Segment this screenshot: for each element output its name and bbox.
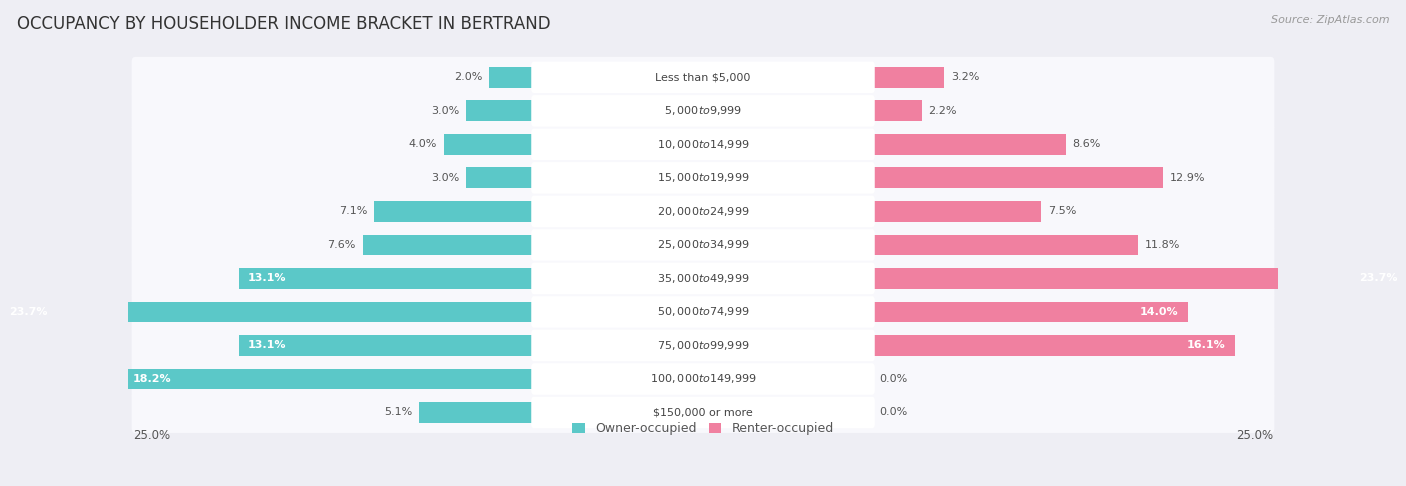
FancyBboxPatch shape [132, 191, 1274, 232]
Text: 11.8%: 11.8% [1144, 240, 1180, 250]
FancyBboxPatch shape [132, 124, 1274, 165]
Bar [872, 301, 1188, 322]
Text: $75,000 to $99,999: $75,000 to $99,999 [657, 339, 749, 352]
Text: 0.0%: 0.0% [879, 407, 907, 417]
FancyBboxPatch shape [132, 57, 1274, 98]
Bar [872, 235, 1137, 255]
FancyBboxPatch shape [531, 397, 875, 428]
Text: 13.1%: 13.1% [247, 274, 287, 283]
Text: $35,000 to $49,999: $35,000 to $49,999 [657, 272, 749, 285]
FancyBboxPatch shape [531, 262, 875, 294]
Text: 12.9%: 12.9% [1170, 173, 1205, 183]
Text: 5.1%: 5.1% [384, 407, 412, 417]
Bar [467, 101, 534, 121]
FancyBboxPatch shape [531, 162, 875, 193]
Text: Source: ZipAtlas.com: Source: ZipAtlas.com [1271, 15, 1389, 25]
Bar [0, 301, 534, 322]
Text: 0.0%: 0.0% [879, 374, 907, 384]
FancyBboxPatch shape [132, 225, 1274, 265]
FancyBboxPatch shape [531, 330, 875, 361]
Bar [239, 268, 534, 289]
FancyBboxPatch shape [132, 392, 1274, 433]
FancyBboxPatch shape [531, 129, 875, 160]
FancyBboxPatch shape [531, 95, 875, 127]
FancyBboxPatch shape [132, 359, 1274, 399]
Text: $15,000 to $19,999: $15,000 to $19,999 [657, 172, 749, 184]
Text: 8.6%: 8.6% [1073, 139, 1101, 149]
Text: $50,000 to $74,999: $50,000 to $74,999 [657, 305, 749, 318]
Text: 4.0%: 4.0% [409, 139, 437, 149]
Bar [872, 268, 1406, 289]
Bar [363, 235, 534, 255]
Bar [374, 201, 534, 222]
Bar [124, 368, 534, 389]
Text: $100,000 to $149,999: $100,000 to $149,999 [650, 372, 756, 385]
Text: 14.0%: 14.0% [1140, 307, 1178, 317]
Text: 2.2%: 2.2% [928, 106, 957, 116]
Text: $150,000 or more: $150,000 or more [654, 407, 752, 417]
FancyBboxPatch shape [132, 292, 1274, 332]
FancyBboxPatch shape [531, 363, 875, 395]
Text: 7.6%: 7.6% [328, 240, 356, 250]
Bar [239, 335, 534, 356]
Legend: Owner-occupied, Renter-occupied: Owner-occupied, Renter-occupied [572, 422, 834, 435]
Bar [489, 67, 534, 88]
Text: 25.0%: 25.0% [132, 429, 170, 442]
Text: 2.0%: 2.0% [454, 72, 482, 82]
FancyBboxPatch shape [531, 196, 875, 227]
Bar [467, 168, 534, 188]
Bar [872, 201, 1040, 222]
Text: 7.5%: 7.5% [1047, 207, 1076, 216]
Text: $5,000 to $9,999: $5,000 to $9,999 [664, 104, 742, 117]
Text: 13.1%: 13.1% [247, 341, 287, 350]
FancyBboxPatch shape [531, 62, 875, 93]
Text: 3.0%: 3.0% [432, 106, 460, 116]
Text: 23.7%: 23.7% [8, 307, 48, 317]
FancyBboxPatch shape [132, 157, 1274, 198]
Bar [872, 168, 1163, 188]
Text: 25.0%: 25.0% [1236, 429, 1274, 442]
Text: 3.0%: 3.0% [432, 173, 460, 183]
FancyBboxPatch shape [132, 258, 1274, 299]
Bar [872, 335, 1234, 356]
Text: $10,000 to $14,999: $10,000 to $14,999 [657, 138, 749, 151]
Text: 3.2%: 3.2% [950, 72, 980, 82]
Text: 7.1%: 7.1% [339, 207, 367, 216]
FancyBboxPatch shape [531, 296, 875, 328]
Text: Less than $5,000: Less than $5,000 [655, 72, 751, 82]
Text: $25,000 to $34,999: $25,000 to $34,999 [657, 239, 749, 251]
Text: OCCUPANCY BY HOUSEHOLDER INCOME BRACKET IN BERTRAND: OCCUPANCY BY HOUSEHOLDER INCOME BRACKET … [17, 15, 551, 33]
Bar [444, 134, 534, 155]
Text: $20,000 to $24,999: $20,000 to $24,999 [657, 205, 749, 218]
Bar [872, 134, 1066, 155]
Text: 23.7%: 23.7% [1358, 274, 1398, 283]
FancyBboxPatch shape [132, 325, 1274, 366]
Bar [872, 101, 922, 121]
Text: 18.2%: 18.2% [132, 374, 172, 384]
FancyBboxPatch shape [132, 90, 1274, 131]
FancyBboxPatch shape [531, 229, 875, 260]
Bar [419, 402, 534, 423]
Text: 16.1%: 16.1% [1187, 341, 1226, 350]
Bar [872, 67, 945, 88]
